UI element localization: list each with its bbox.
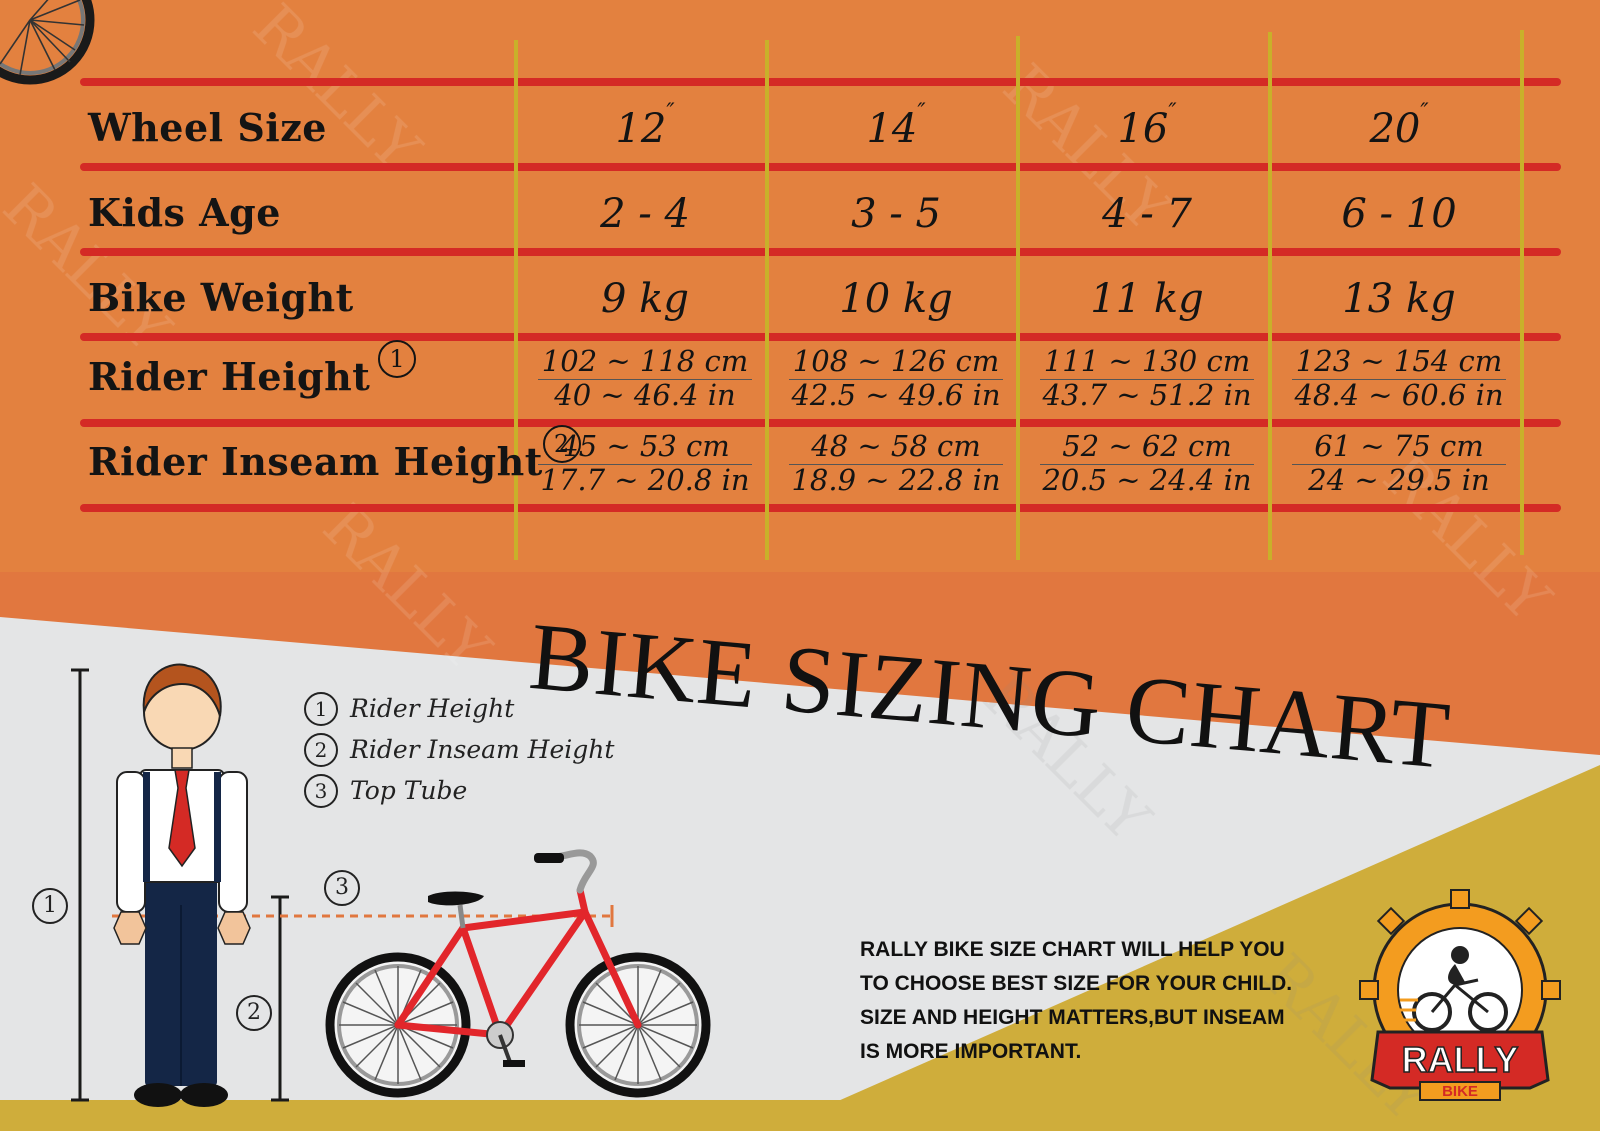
- badge-2: 2: [542, 425, 581, 463]
- cell-height: 111 ~ 130 cm 43.7 ~ 51.2 in: [1022, 338, 1272, 423]
- cell-weight: 13 kg: [1342, 276, 1456, 322]
- legend-item: 1 Rider Height: [304, 688, 614, 729]
- cell-inseam: 61 ~ 75 cm 24 ~ 29.5 in: [1274, 423, 1524, 508]
- logo-sub-text: BIKE: [1442, 1083, 1478, 1100]
- row-label: Bike Weight: [88, 275, 354, 320]
- row-rider-inseam: Rider Inseam Height 2 45 ~ 53 cm 17.7 ~ 20…: [80, 423, 1560, 508]
- row-bike-weight: Bike Weight 9 kg 10 kg 11 kg 13 kg: [80, 253, 1560, 338]
- bicycle-icon: [325, 849, 711, 1098]
- cell-age: 3 - 5: [851, 191, 941, 237]
- row-label: Kids Age: [88, 190, 281, 235]
- legend-label: Rider Height: [350, 694, 515, 723]
- row-label: Rider Height 1: [88, 340, 417, 399]
- inseam-bar: [271, 895, 289, 1102]
- legend-item: 2 Rider Inseam Height: [304, 729, 614, 770]
- cell-age: 2 - 4: [600, 191, 690, 237]
- row-label: Wheel Size: [88, 105, 327, 150]
- cell-inseam: 52 ~ 62 cm 20.5 ~ 24.4 in: [1022, 423, 1272, 508]
- rider-height-marker: 1: [32, 888, 68, 924]
- legend-number: 3: [304, 773, 338, 808]
- info-line: IS MORE IMPORTANT.: [860, 1040, 1082, 1063]
- cell-wheel-14: 14″: [866, 100, 926, 152]
- row-label: Rider Inseam Height 2: [88, 425, 581, 484]
- cell-inseam: 45 ~ 53 cm 17.7 ~ 20.8 in: [520, 423, 770, 508]
- cell-weight: 9 kg: [600, 276, 689, 322]
- cell-age: 6 - 10: [1341, 191, 1457, 237]
- badge-1: 1: [378, 340, 417, 378]
- info-line: SIZE AND HEIGHT MATTERS,BUT INSEAM: [860, 1006, 1285, 1029]
- legend-number: 1: [304, 691, 338, 726]
- cell-weight: 10 kg: [839, 276, 953, 322]
- cell-wheel-20: 20″: [1369, 100, 1429, 152]
- legend-label: Rider Inseam Height: [350, 735, 615, 764]
- legend-label: Top Tube: [350, 776, 468, 805]
- top-tube-marker: 3: [324, 870, 360, 906]
- cell-wheel-16: 16″: [1117, 100, 1177, 152]
- legend: 1 Rider Height 2 Rider Inseam Height 3 Top …: [304, 688, 614, 811]
- cell-height: 102 ~ 118 cm 40 ~ 46.4 in: [520, 338, 770, 423]
- row-rider-height: Rider Height 1 102 ~ 118 cm 40 ~ 46.4 in 1…: [80, 338, 1560, 423]
- cell-wheel-12: 12″: [615, 100, 675, 152]
- inseam-marker: 2: [236, 995, 272, 1031]
- height-bar: [71, 668, 89, 1102]
- info-line: TO CHOOSE BEST SIZE FOR YOUR CHILD.: [860, 972, 1293, 995]
- legend-number: 2: [304, 732, 338, 767]
- cell-height: 123 ~ 154 cm 48.4 ~ 60.6 in: [1274, 338, 1524, 423]
- logo-brand-text: RALLY: [1402, 1039, 1519, 1080]
- cell-height: 108 ~ 126 cm 42.5 ~ 49.6 in: [771, 338, 1021, 423]
- rally-bike-logo: RALLY BIKE: [1359, 889, 1561, 1101]
- row-wheel-size: Wheel Size 12″ 14″ 16″ 20″: [80, 83, 1560, 168]
- rider-figure-icon: [113, 663, 251, 1107]
- corner-wheel-icon: [0, 0, 95, 85]
- cell-age: 4 - 7: [1102, 191, 1192, 237]
- info-line: RALLY BIKE SIZE CHART WILL HELP YOU: [860, 938, 1285, 961]
- row-kids-age: Kids Age 2 - 4 3 - 5 4 - 7 6 - 10: [80, 168, 1560, 253]
- cell-inseam: 48 ~ 58 cm 18.9 ~ 22.8 in: [771, 423, 1021, 508]
- cell-weight: 11 kg: [1090, 276, 1204, 322]
- info-text: RALLY BIKE SIZE CHART WILL HELP YOU TO C…: [860, 933, 1360, 1069]
- legend-item: 3 Top Tube: [304, 770, 614, 811]
